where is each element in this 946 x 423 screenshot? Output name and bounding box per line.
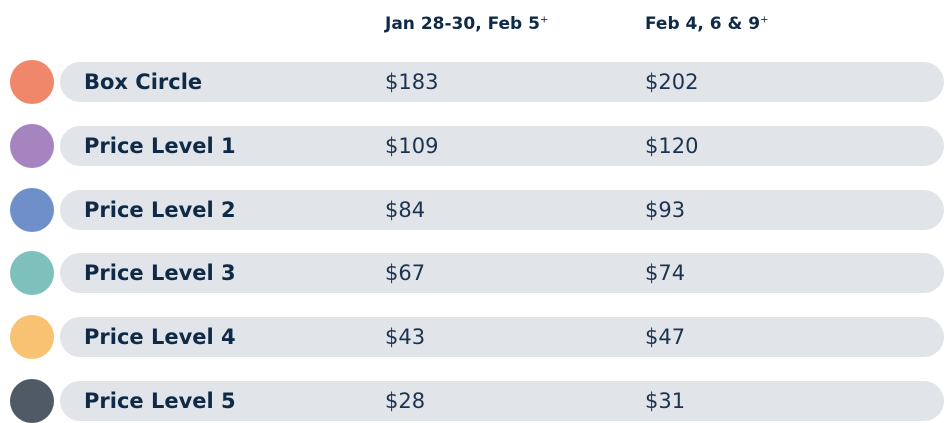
price: $43: [385, 325, 426, 350]
price: $84: [385, 197, 426, 222]
color-dot: [10, 251, 54, 296]
color-dot: [10, 315, 54, 360]
row-name: Price Level 4: [84, 325, 236, 350]
price: $93: [645, 197, 686, 222]
price: $74: [645, 261, 686, 286]
color-dot: [10, 379, 54, 423]
row-pill: [60, 189, 944, 230]
column-header: Feb 4, 6 & 9+: [645, 14, 768, 34]
column-note: +: [539, 14, 549, 26]
column-label: Jan 28-30, Feb 5: [385, 14, 540, 34]
price: $67: [385, 261, 426, 286]
row-pill: [60, 381, 944, 421]
color-dot: [10, 187, 54, 232]
price: $28: [385, 389, 426, 413]
row-name: Price Level 1: [84, 133, 236, 158]
color-dot: [10, 60, 54, 104]
row-pill: [60, 62, 944, 102]
row-pill: [60, 125, 944, 166]
price: $183: [385, 70, 439, 94]
price: $31: [645, 389, 686, 413]
row-pill: [60, 253, 944, 294]
column-note: +: [760, 14, 769, 26]
row-name: Box Circle: [84, 70, 203, 94]
column-label: Feb 4, 6 & 9: [645, 14, 761, 34]
price: $109: [385, 133, 439, 158]
column-header: Jan 28-30, Feb 5+: [385, 14, 548, 34]
row-name: Price Level 5: [84, 389, 236, 413]
row-name: Price Level 2: [84, 197, 236, 222]
color-dot: [10, 123, 54, 168]
row-name: Price Level 3: [84, 261, 236, 286]
price: $47: [645, 325, 686, 350]
price: $202: [645, 70, 699, 94]
price: $120: [645, 133, 699, 158]
row-pill: [60, 317, 944, 358]
